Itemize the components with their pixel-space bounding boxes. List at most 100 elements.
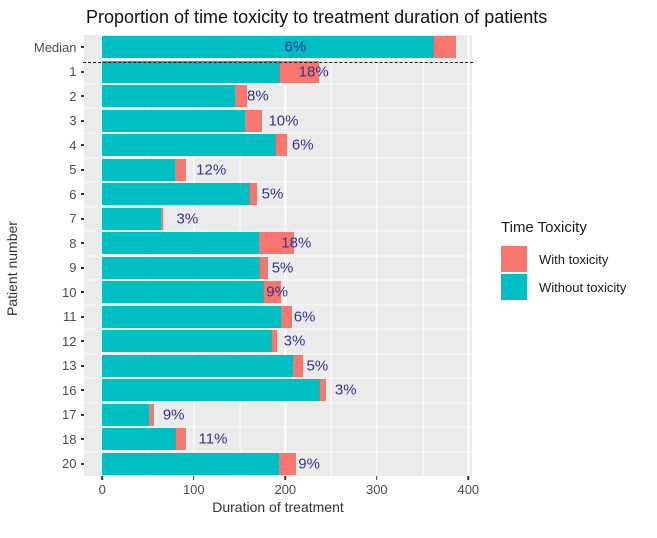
row-separator bbox=[84, 157, 472, 158]
bar-row: 9% bbox=[84, 280, 472, 305]
bar-segment-without-toxicity bbox=[102, 379, 321, 402]
y-axis-label-text: 11 bbox=[63, 309, 77, 325]
y-axis-label-text: 10 bbox=[62, 284, 77, 300]
bar-segment-without-toxicity bbox=[102, 60, 280, 83]
y-axis-label: 4 bbox=[0, 133, 84, 158]
x-axis-title: Duration of treatment bbox=[212, 499, 344, 515]
stacked-bar bbox=[102, 36, 456, 59]
bar-row: 8% bbox=[84, 84, 472, 109]
row-separator bbox=[84, 83, 472, 85]
x-axis-tick-label: 100 bbox=[182, 482, 205, 497]
y-axis-label-text: 5 bbox=[69, 162, 77, 178]
y-axis-tick bbox=[80, 413, 84, 416]
bar-pct-label: 8% bbox=[247, 87, 269, 105]
stacked-bar bbox=[102, 403, 154, 426]
bar-segment-with-toxicity bbox=[271, 330, 278, 353]
bar-row: 3% bbox=[84, 378, 472, 403]
bar-pct-label: 9% bbox=[266, 283, 288, 301]
bar-pct-label: 5% bbox=[261, 185, 284, 203]
row-separator bbox=[84, 426, 472, 428]
bar-segment-with-toxicity bbox=[264, 281, 281, 304]
bar-segment-with-toxicity bbox=[292, 354, 303, 377]
row-separator bbox=[84, 132, 472, 134]
stacked-bar bbox=[102, 85, 247, 108]
stacked-bar bbox=[102, 232, 294, 255]
y-axis-tick bbox=[80, 70, 84, 73]
bar-row: 5% bbox=[84, 256, 472, 281]
y-axis-tick bbox=[80, 119, 84, 122]
bar-segment-without-toxicity bbox=[102, 330, 272, 353]
bar-segment-without-toxicity bbox=[102, 354, 293, 377]
row-separator bbox=[84, 279, 472, 281]
bar-pct-label: 6% bbox=[293, 308, 316, 326]
bar-row: 6% bbox=[84, 133, 472, 158]
bar-row: 11% bbox=[84, 427, 472, 452]
bar-row: 18% bbox=[84, 60, 472, 85]
bar-pct-label: 9% bbox=[162, 406, 185, 424]
y-axis-label-text: 7 bbox=[69, 211, 77, 227]
row-separator bbox=[84, 206, 472, 207]
stacked-bar bbox=[102, 158, 186, 181]
stacked-bar bbox=[102, 330, 278, 353]
legend-title: Time Toxicity bbox=[501, 219, 587, 236]
bar-pct-label: 9% bbox=[298, 455, 320, 473]
row-separator bbox=[84, 328, 472, 330]
legend-item-label: With toxicity bbox=[539, 251, 609, 267]
stacked-bar bbox=[102, 256, 268, 279]
y-axis-tick bbox=[80, 291, 84, 294]
bar-segment-without-toxicity bbox=[102, 36, 435, 59]
x-axis-ticks bbox=[84, 476, 472, 481]
legend-key-swatch bbox=[501, 246, 527, 272]
y-axis-tick bbox=[80, 95, 84, 98]
y-axis-label-text: 17 bbox=[62, 407, 77, 423]
bar-pct-label: 10% bbox=[268, 112, 299, 130]
bar-segment-with-toxicity bbox=[245, 109, 262, 132]
bar-segment-with-toxicity bbox=[279, 60, 320, 83]
y-axis-tick bbox=[80, 315, 84, 318]
y-axis-label: 10 bbox=[0, 280, 84, 305]
y-axis-tick bbox=[80, 144, 84, 147]
y-axis-tick bbox=[80, 266, 84, 269]
bar-segment-without-toxicity bbox=[102, 305, 281, 328]
y-axis-label: 11 bbox=[0, 305, 84, 330]
y-axis-label-text: 4 bbox=[69, 137, 77, 153]
row-separator bbox=[84, 353, 472, 354]
stacked-bar bbox=[102, 305, 292, 328]
bar-segment-with-toxicity bbox=[259, 256, 268, 279]
y-axis-label-text: 6 bbox=[69, 186, 77, 202]
row-separator bbox=[84, 107, 472, 109]
stacked-bar bbox=[102, 379, 327, 402]
bar-segment-without-toxicity bbox=[102, 452, 279, 475]
row-separator bbox=[84, 255, 472, 256]
bar-pct-label: 3% bbox=[283, 332, 306, 350]
median-divider-line bbox=[83, 62, 473, 63]
bar-row: 9% bbox=[84, 452, 472, 477]
y-axis-tick bbox=[80, 340, 84, 343]
row-separator bbox=[84, 230, 472, 232]
bar-pct-label: 3% bbox=[334, 381, 357, 399]
bar-pct-label: 3% bbox=[176, 210, 199, 228]
y-axis-label-text: 3 bbox=[69, 113, 77, 129]
bar-segment-without-toxicity bbox=[102, 85, 235, 108]
bar-segment-with-toxicity bbox=[176, 428, 186, 451]
bar-segment-without-toxicity bbox=[102, 207, 161, 230]
bar-row: 5% bbox=[84, 182, 472, 207]
stacked-bar bbox=[102, 183, 257, 206]
bar-segment-with-toxicity bbox=[278, 452, 297, 475]
bar-pct-label: 11% bbox=[198, 430, 228, 448]
row-separator bbox=[84, 451, 472, 452]
x-axis-tick bbox=[193, 476, 195, 480]
bars-container: 6% 18% 8% 10% 6% 12% 5% 3% 18% 5% 9% 6% 3% 5% 3% 9% 11% 9… bbox=[84, 35, 472, 476]
bar-segment-with-toxicity bbox=[276, 134, 288, 157]
bar-segment-with-toxicity bbox=[434, 36, 456, 59]
y-axis-label: Median bbox=[0, 35, 84, 60]
bar-segment-without-toxicity bbox=[102, 232, 259, 255]
y-axis-label: 13 bbox=[0, 354, 84, 379]
x-axis-tick-label: 0 bbox=[98, 482, 106, 497]
y-axis-label-text: 18 bbox=[62, 431, 77, 447]
y-axis-label-text: 12 bbox=[62, 333, 77, 349]
stacked-bar bbox=[102, 60, 320, 83]
bar-segment-without-toxicity bbox=[102, 109, 246, 132]
legend-item: Without toxicity bbox=[501, 274, 626, 300]
